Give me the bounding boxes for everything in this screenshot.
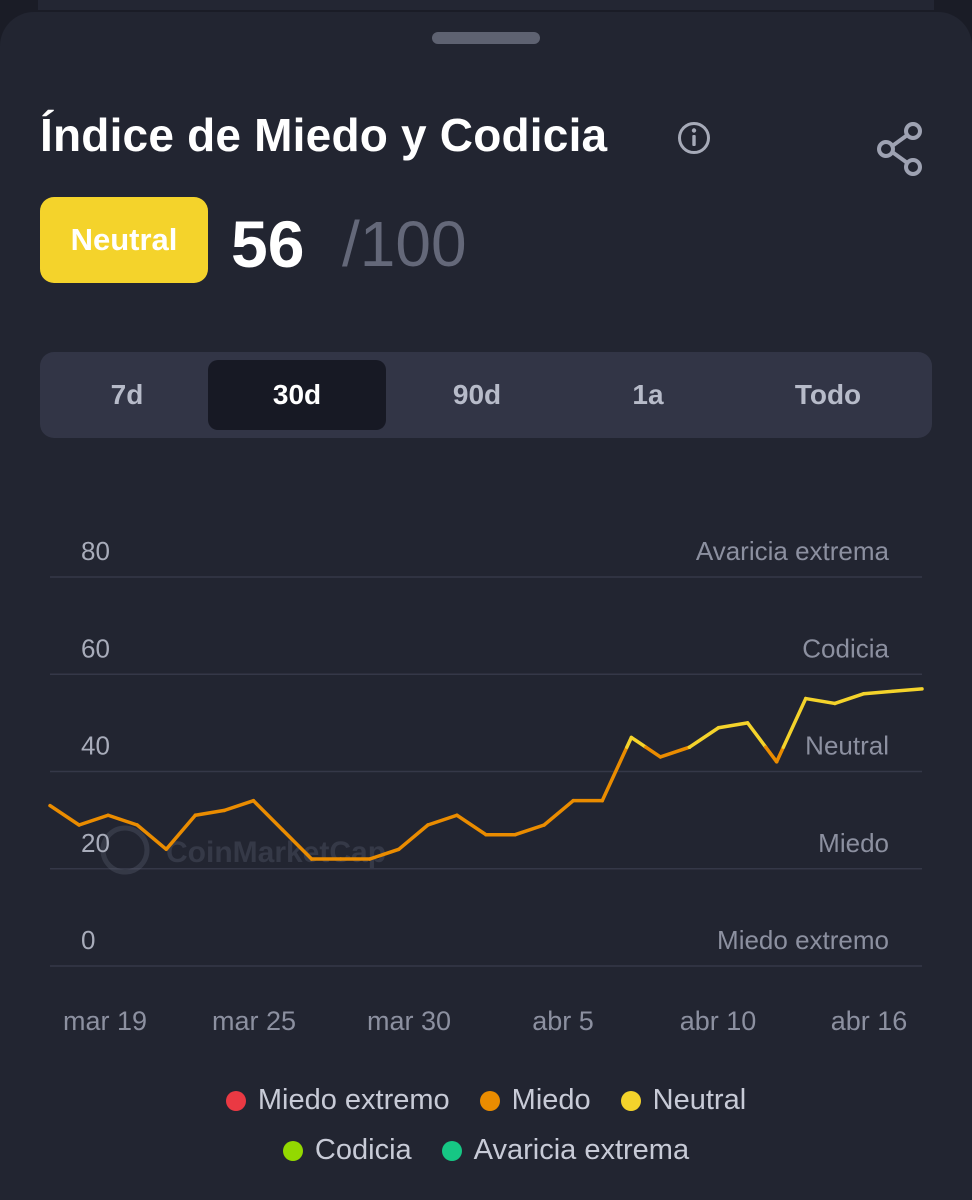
series-segment [862,689,895,696]
series-segment [716,721,750,730]
x-tick-label: abr 5 [532,1006,594,1036]
score-value: 56 [231,207,305,281]
series-segment [644,745,663,759]
legend-dot-icon [441,1140,462,1161]
series-segment [77,813,110,827]
sentiment-badge: Neutral [40,197,208,283]
zone-label: Miedo extremo [717,925,889,955]
zone-label: Miedo [818,828,889,858]
y-tick-label: 0 [81,925,95,955]
legend-dot-icon [282,1140,303,1161]
series-segment [745,721,768,749]
legend-dot-icon [620,1090,641,1111]
tab-todo[interactable]: Todo [794,379,862,410]
x-tick-label: mar 25 [212,1006,296,1036]
page-title: Índice de Miedo y Codicia [40,109,608,161]
score-max: /100 [342,208,467,280]
tab-30d[interactable]: 30d [208,360,386,430]
legend-label: Miedo [511,1084,591,1116]
tab-90d[interactable]: 90d [452,379,502,410]
chart-legend: Miedo extremo Miedo Neutral Codicia Avarici… [0,1072,972,1192]
series-segment [193,808,227,818]
x-tick-label: mar 30 [367,1006,451,1036]
x-tick-label: abr 16 [831,1006,908,1036]
legend-label: Avaricia extrema [473,1134,690,1166]
legend-item[interactable]: Avaricia extrema [441,1134,690,1167]
drag-handle[interactable] [432,32,540,44]
series-segment [367,847,401,861]
series-segment [600,745,629,803]
legend-item[interactable]: Codicia [282,1134,412,1167]
series-segment [774,745,786,764]
x-tick-label: mar 19 [63,1006,147,1036]
series-segment [542,798,575,827]
background-sheet-edge-inner [38,0,934,10]
watermark-group: CoinMarketCap [100,825,386,875]
legend-item[interactable]: Miedo extremo [225,1084,450,1117]
fear-greed-chart[interactable]: CoinMarketCap 0 20 40 60 80 Avaricia extrema Co… [0,490,972,1050]
series-segment [455,813,488,837]
series-segment [891,687,924,694]
series-segment [781,696,808,749]
coinmarketcap-logo-icon [100,825,150,875]
series-segment [687,725,721,749]
series-segment [280,828,314,861]
legend-item[interactable]: Neutral [620,1084,747,1117]
legend-label: Codicia [314,1134,412,1166]
y-tick-label: 80 [81,536,110,566]
legend-label: Miedo extremo [257,1084,450,1116]
tab-1a[interactable]: 1a [632,379,664,410]
legend-item[interactable]: Miedo [479,1084,591,1117]
zone-label: Codicia [802,633,889,663]
series-segment [48,803,81,827]
watermark-text: CoinMarketCap [166,836,386,869]
series-segment [625,735,634,749]
tab-7d[interactable]: 7d [110,379,144,410]
y-tick-label: 40 [81,731,110,761]
legend-label: Neutral [652,1084,747,1116]
zone-label: Neutral [805,731,889,761]
series-segment [658,745,692,759]
series-segment [833,691,866,706]
series-segment [513,823,546,837]
legend-row-1: Miedo extremo Miedo Neutral [0,1084,972,1117]
series-segment [135,823,169,852]
series-segment [164,813,198,852]
share-icon[interactable] [874,120,928,178]
series-segment [397,823,430,852]
y-tick-label: 60 [81,633,110,663]
series-segment [803,696,837,706]
legend-dot-icon [225,1090,246,1111]
time-range-tabs: 7d 30d 90d 1a Todo [40,352,932,438]
info-circle-icon[interactable] [677,121,711,155]
series-segment [426,813,459,827]
series-segment [106,813,139,827]
legend-dot-icon [479,1090,500,1111]
series-segment [764,745,779,764]
x-tick-label: abr 10 [680,1006,757,1036]
series-segment [251,798,285,832]
background-sheet-edge [0,0,972,14]
y-tick-label: 20 [81,828,110,858]
zone-label: Avaricia extrema [696,536,890,566]
series-segment [222,798,256,813]
series-segment [629,735,648,749]
legend-row-2: Codicia Avaricia extrema [0,1134,972,1167]
